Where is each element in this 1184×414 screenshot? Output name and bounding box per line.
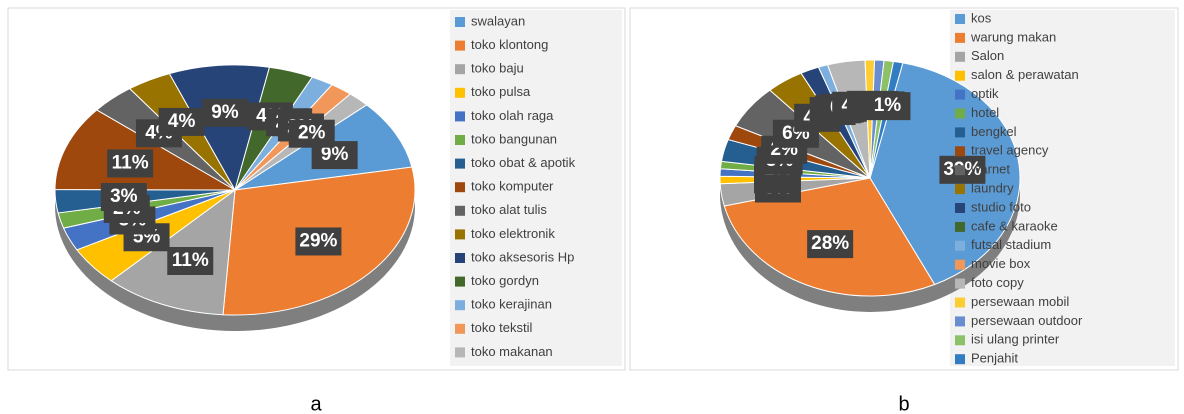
legend-label: bengkel xyxy=(971,124,1017,139)
data-label: 9% xyxy=(321,144,349,165)
legend-label: toko klontong xyxy=(471,37,548,52)
data-label-bg xyxy=(100,182,147,211)
data-label-bg xyxy=(167,247,214,276)
legend-swatch xyxy=(955,108,965,119)
data-label: 11% xyxy=(112,152,149,173)
legend-swatch xyxy=(455,40,465,51)
legend-swatch xyxy=(455,347,465,358)
legend-swatch xyxy=(455,182,465,193)
pie-slice xyxy=(168,64,271,192)
legend-label: swalayan xyxy=(471,13,525,28)
legend-label: toko bangunan xyxy=(471,131,557,146)
data-label: 28% xyxy=(811,233,849,254)
data-label-bg xyxy=(158,107,205,136)
legend-swatch xyxy=(455,229,465,240)
legend-swatch xyxy=(455,158,465,169)
legend-swatch xyxy=(955,89,965,100)
legend-swatch xyxy=(455,87,465,98)
data-label-bg xyxy=(201,98,248,127)
legend-swatch xyxy=(955,297,965,308)
legend-swatch xyxy=(455,17,465,27)
legend-label: toko kerajinan xyxy=(471,297,552,312)
legend-swatch xyxy=(455,323,465,334)
legend-swatch xyxy=(955,32,965,43)
data-label-bg xyxy=(288,119,335,148)
legend-swatch xyxy=(955,203,965,213)
legend-label: optik xyxy=(971,86,999,101)
legend-swatch xyxy=(955,14,965,24)
legend-label: foto copy xyxy=(971,275,1024,290)
data-label-bg xyxy=(295,227,342,256)
legend-label: isi ulang printer xyxy=(971,332,1060,347)
legend-label: toko komputer xyxy=(471,179,554,194)
legend-label: toko obat & apotik xyxy=(471,155,576,170)
data-label-bg xyxy=(107,149,154,178)
data-label: 29% xyxy=(299,230,337,251)
data-label-bg xyxy=(807,230,854,259)
legend-swatch xyxy=(455,276,465,287)
legend-label: toko baju xyxy=(471,61,524,76)
legend-swatch xyxy=(955,240,965,251)
data-label: 9% xyxy=(211,102,239,123)
legend-label: kos xyxy=(971,10,992,25)
legend-swatch xyxy=(955,127,965,138)
data-label: 1% xyxy=(874,95,902,116)
legend-label: toko olah raga xyxy=(471,108,554,123)
caption: a xyxy=(310,393,322,414)
legend-a-bg xyxy=(450,10,622,366)
legend-label: persewaan outdoor xyxy=(971,313,1083,328)
legend-swatch xyxy=(455,64,465,75)
legend-label: laundry xyxy=(971,181,1014,196)
legend-swatch xyxy=(955,354,965,365)
legend-label: toko elektronik xyxy=(471,226,555,241)
legend-swatch xyxy=(455,300,465,311)
legend-swatch xyxy=(955,335,965,346)
legend-swatch xyxy=(455,111,465,122)
legend-swatch xyxy=(955,146,965,157)
data-label-bg xyxy=(864,92,911,121)
legend-label: Penjahit xyxy=(971,351,1018,366)
data-label: 11% xyxy=(172,250,209,271)
legend-label: movie box xyxy=(971,256,1031,271)
legend-label: toko gordyn xyxy=(471,273,539,288)
legend-swatch xyxy=(455,135,465,145)
legend-swatch xyxy=(955,221,965,232)
legend-label: toko makanan xyxy=(471,344,553,359)
caption: b xyxy=(898,393,909,414)
data-label: 3% xyxy=(110,186,138,207)
legend-label: warung makan xyxy=(970,29,1056,44)
legend-swatch xyxy=(955,184,965,195)
legend-label: salon & perawatan xyxy=(971,67,1079,82)
legend-label: toko alat tulis xyxy=(471,202,547,217)
legend-swatch xyxy=(955,259,965,270)
legend-swatch xyxy=(955,165,965,176)
data-label: 2% xyxy=(298,123,326,144)
legend-label: warnet xyxy=(970,162,1010,177)
legend-swatch xyxy=(455,253,465,263)
legend-label: persewaan mobil xyxy=(971,294,1069,309)
legend-label: toko tekstil xyxy=(471,320,533,335)
legend-swatch xyxy=(955,316,965,327)
legend-label: toko pulsa xyxy=(471,84,531,99)
legend-label: hotel xyxy=(971,105,999,120)
legend-swatch xyxy=(955,51,965,62)
legend-label: Salon xyxy=(971,48,1004,63)
legend-swatch xyxy=(455,205,465,216)
legend-label: travel agency xyxy=(971,143,1049,158)
legend-swatch xyxy=(955,278,965,289)
legend-swatch xyxy=(955,70,965,81)
legend-label: cafe & karaoke xyxy=(971,218,1058,233)
data-label: 4% xyxy=(168,111,196,132)
legend-label: toko aksesoris Hp xyxy=(471,249,574,264)
legend-label: studio foto xyxy=(971,199,1031,214)
legend-label: futsal stadium xyxy=(971,237,1051,252)
